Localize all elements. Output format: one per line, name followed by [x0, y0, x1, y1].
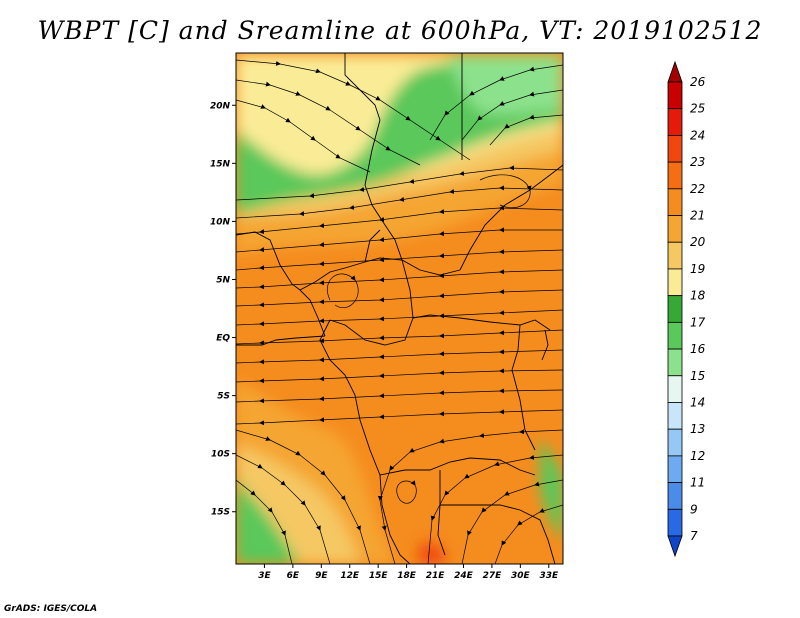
grads-credit: GrADS: IGES/COLA: [4, 604, 98, 614]
lat-tick-label: 10N: [210, 217, 231, 227]
colorbar-swatch: [667, 482, 683, 510]
colorbar-swatch: [667, 455, 683, 483]
lon-tick-label: 24E: [454, 571, 474, 581]
lat-tick-label: 5N: [216, 275, 230, 285]
lat-tick-label: 15N: [210, 159, 231, 169]
lon-tick-label: 3E: [258, 571, 271, 581]
colorbar-swatch: [667, 375, 683, 403]
colorbar-label: 18: [690, 289, 706, 303]
colorbar-swatch: [667, 108, 683, 136]
colorbar-label: 15: [690, 369, 705, 383]
colorbar-label: 12: [690, 449, 705, 463]
lon-tick-label: 6E: [287, 571, 300, 581]
lat-tick-label: 10S: [211, 450, 230, 460]
lon-tick-label: 18E: [397, 571, 417, 581]
colorbar-label: 20: [690, 235, 706, 249]
colorbar-swatch: [667, 508, 683, 537]
lat-tick-label: 15S: [211, 508, 230, 518]
longitude-axis: 3E 6E 9E 12E 15E 18E 21E 24E 27E 30E 33E: [258, 564, 559, 581]
colorbar-label: 19: [690, 262, 705, 276]
colorbar-swatch: [667, 268, 683, 297]
colorbar-top-arrow: [667, 60, 683, 83]
zone-23c-pocket: [418, 543, 445, 564]
colorbar-label: 25: [690, 102, 705, 116]
colorbar-label: 17: [690, 315, 706, 329]
lon-tick-label: 21E: [426, 571, 446, 581]
colorbar-swatch: [667, 215, 683, 243]
colorbar-label: 13: [690, 422, 705, 436]
lon-tick-label: 30E: [511, 571, 531, 581]
zone-17c-mozambique: [540, 440, 563, 540]
colorbar-swatch: [667, 348, 683, 377]
colorbar-swatch: [667, 188, 683, 216]
colorbar-swatch: [667, 428, 683, 457]
colorbar-label: 22: [690, 182, 705, 196]
colorbar-swatch: [667, 402, 683, 430]
lat-tick-label: 5S: [217, 392, 230, 402]
lon-tick-label: 33E: [539, 571, 559, 581]
lon-tick-label: 27E: [483, 571, 503, 581]
colorbar-swatch: [667, 81, 683, 110]
colorbar-label: 23: [690, 155, 705, 169]
streamlines: [236, 59, 563, 564]
colorbar-swatch: [667, 161, 683, 190]
colorbar-label: 14: [690, 395, 705, 409]
colorbar-label: 11: [690, 476, 705, 490]
colorbar-label: 26: [690, 75, 706, 89]
chart-title: WBPT [C] and Sreamline at 600hPa, VT: 20…: [37, 16, 763, 45]
colorbar-label: 24: [690, 128, 705, 142]
colorbar: 26 25 24 23 22 21 20 19 18 17 16 15 14 13 12 11 9 7: [667, 60, 706, 558]
colorbar-swatch: [667, 321, 683, 350]
colorbar-swatch: [667, 295, 683, 323]
latitude-axis: 20N 15N 10N 5N EQ 5S 10S 15S: [210, 101, 236, 518]
colorbar-label: 9: [690, 502, 698, 516]
colorbar-label: 16: [690, 342, 706, 356]
colorbar-swatch: [667, 241, 683, 270]
colorbar-label: 7: [690, 529, 698, 543]
lon-tick-label: 9E: [315, 571, 328, 581]
map-frame: [235, 52, 564, 565]
lat-tick-label: 20N: [210, 101, 231, 111]
wbpt-shaded-field: [236, 53, 563, 564]
colorbar-swatch: [667, 135, 683, 163]
colorbar-bottom-arrow: [667, 535, 683, 558]
lon-tick-label: 15E: [369, 571, 389, 581]
lat-tick-label: EQ: [216, 334, 230, 344]
colorbar-label: 21: [690, 209, 705, 223]
lon-tick-label: 12E: [340, 571, 360, 581]
